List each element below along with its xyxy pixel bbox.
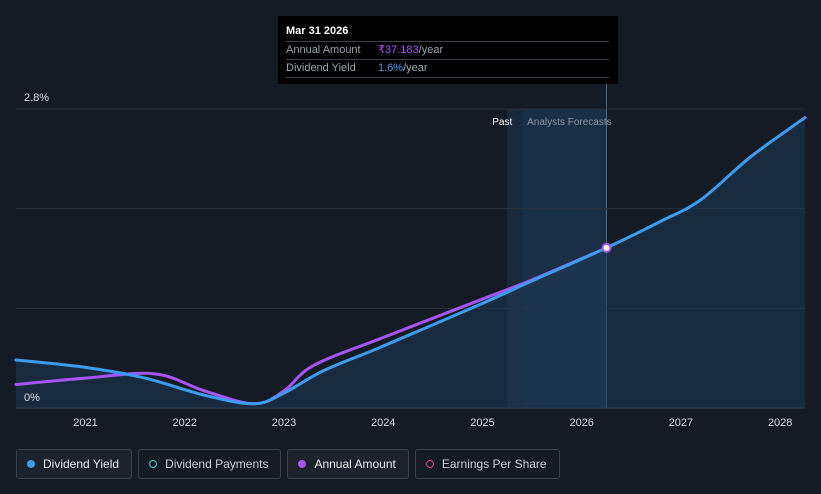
tooltip-date: Mar 31 2026 <box>286 25 349 37</box>
legend-label: Dividend Yield <box>43 457 120 471</box>
x-tick-label: 2026 <box>569 417 593 429</box>
tooltip-row-dividend-yield: Dividend Yield 1.6% /year <box>286 59 609 78</box>
annual-amount-line <box>14 246 609 406</box>
tooltip-row-annual-amount: Annual Amount ₹37.183 /year <box>286 41 609 59</box>
y-tick-label: 2.8% <box>24 92 49 104</box>
legend-label: Annual Amount <box>314 457 396 471</box>
highlight-point <box>601 242 612 253</box>
filled-dot-icon <box>27 460 35 468</box>
ring-dot-icon <box>149 460 158 468</box>
filled-dot-icon <box>298 460 307 468</box>
legend-earnings-per-share[interactable]: Earnings Per Share <box>414 449 560 479</box>
legend-annual-amount[interactable]: Annual Amount <box>287 449 409 479</box>
past-label: Past <box>492 117 512 128</box>
legend-dividend-yield[interactable]: Dividend Yield <box>16 449 133 479</box>
tooltip-value: 1.6% <box>378 62 404 74</box>
tooltip-unit: /year <box>403 62 428 74</box>
legend-dividend-payments[interactable]: Dividend Payments <box>138 449 282 479</box>
y-tick-label: 0% <box>24 392 40 404</box>
tooltip-unit: /year <box>418 44 444 56</box>
forecast-label: Analysts Forecasts <box>527 117 611 128</box>
legend: Dividend Yield Dividend Payments Annual … <box>16 449 560 479</box>
x-tick-label: 2025 <box>470 417 494 429</box>
dividend-yield-line <box>14 116 807 406</box>
dividend-yield-area <box>16 117 805 409</box>
tooltip-value: ₹37.183 <box>378 44 419 56</box>
legend-label: Dividend Payments <box>165 457 269 471</box>
x-tick-label: 2024 <box>371 417 395 429</box>
tooltip-label: Dividend Yield <box>286 62 356 74</box>
x-tick-label: 2027 <box>669 417 693 429</box>
legend-label: Earnings Per Share <box>441 457 547 471</box>
x-tick-label: 2022 <box>172 417 196 429</box>
x-tick-label: 2023 <box>272 417 296 429</box>
x-tick-label: 2021 <box>73 417 97 429</box>
tooltip: Mar 31 2026 Annual Amount ₹37.183 /year … <box>278 16 618 84</box>
ring-dot-icon <box>425 460 434 468</box>
x-tick-label: 2028 <box>768 417 792 429</box>
tooltip-label: Annual Amount <box>286 44 361 56</box>
